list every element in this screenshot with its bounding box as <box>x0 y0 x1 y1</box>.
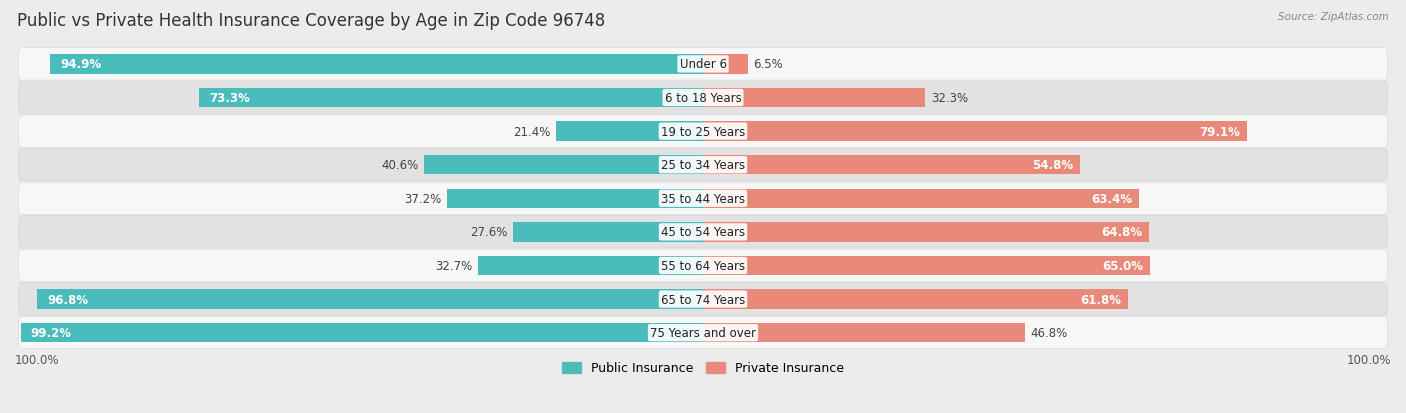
Bar <box>198 88 703 108</box>
Text: 45 to 54 Years: 45 to 54 Years <box>661 226 745 239</box>
Text: 96.8%: 96.8% <box>48 293 89 306</box>
FancyBboxPatch shape <box>18 116 1388 148</box>
Text: Under 6: Under 6 <box>679 58 727 71</box>
Text: 19 to 25 Years: 19 to 25 Years <box>661 125 745 138</box>
Bar <box>51 55 703 74</box>
Bar <box>703 189 1139 209</box>
Text: 32.3%: 32.3% <box>931 92 967 105</box>
Text: 37.2%: 37.2% <box>405 192 441 205</box>
Text: 99.2%: 99.2% <box>31 326 72 339</box>
Text: 65.0%: 65.0% <box>1102 259 1143 272</box>
Bar <box>703 290 1128 309</box>
Text: 63.4%: 63.4% <box>1091 192 1132 205</box>
Bar <box>703 256 1150 275</box>
Text: 65 to 74 Years: 65 to 74 Years <box>661 293 745 306</box>
Bar <box>423 156 703 175</box>
FancyBboxPatch shape <box>18 283 1388 316</box>
Bar <box>478 256 703 275</box>
FancyBboxPatch shape <box>18 250 1388 282</box>
Text: 61.8%: 61.8% <box>1080 293 1122 306</box>
Text: 6.5%: 6.5% <box>754 58 783 71</box>
Bar <box>513 223 703 242</box>
Bar <box>703 156 1080 175</box>
Text: 94.9%: 94.9% <box>60 58 101 71</box>
Bar <box>703 88 925 108</box>
FancyBboxPatch shape <box>18 149 1388 181</box>
FancyBboxPatch shape <box>18 82 1388 114</box>
Text: 54.8%: 54.8% <box>1032 159 1073 172</box>
Bar <box>703 223 1149 242</box>
Text: 6 to 18 Years: 6 to 18 Years <box>665 92 741 105</box>
Text: 27.6%: 27.6% <box>470 226 508 239</box>
Text: 32.7%: 32.7% <box>436 259 472 272</box>
Text: 73.3%: 73.3% <box>209 92 250 105</box>
FancyBboxPatch shape <box>18 49 1388 81</box>
Text: 21.4%: 21.4% <box>513 125 550 138</box>
Bar <box>555 122 703 142</box>
Bar <box>37 290 703 309</box>
Text: 100.0%: 100.0% <box>1347 353 1391 366</box>
Legend: Public Insurance, Private Insurance: Public Insurance, Private Insurance <box>557 356 849 380</box>
Bar <box>703 323 1025 342</box>
Text: 64.8%: 64.8% <box>1101 226 1142 239</box>
Text: 100.0%: 100.0% <box>15 353 59 366</box>
Bar <box>703 122 1247 142</box>
FancyBboxPatch shape <box>18 317 1388 349</box>
Bar <box>21 323 703 342</box>
FancyBboxPatch shape <box>18 183 1388 215</box>
Text: Source: ZipAtlas.com: Source: ZipAtlas.com <box>1278 12 1389 22</box>
Text: 75 Years and over: 75 Years and over <box>650 326 756 339</box>
Text: 25 to 34 Years: 25 to 34 Years <box>661 159 745 172</box>
Text: Public vs Private Health Insurance Coverage by Age in Zip Code 96748: Public vs Private Health Insurance Cover… <box>17 12 605 30</box>
Text: 35 to 44 Years: 35 to 44 Years <box>661 192 745 205</box>
Text: 79.1%: 79.1% <box>1199 125 1240 138</box>
Bar <box>703 55 748 74</box>
Text: 55 to 64 Years: 55 to 64 Years <box>661 259 745 272</box>
Text: 46.8%: 46.8% <box>1031 326 1067 339</box>
Bar <box>447 189 703 209</box>
Text: 40.6%: 40.6% <box>381 159 418 172</box>
FancyBboxPatch shape <box>18 216 1388 248</box>
